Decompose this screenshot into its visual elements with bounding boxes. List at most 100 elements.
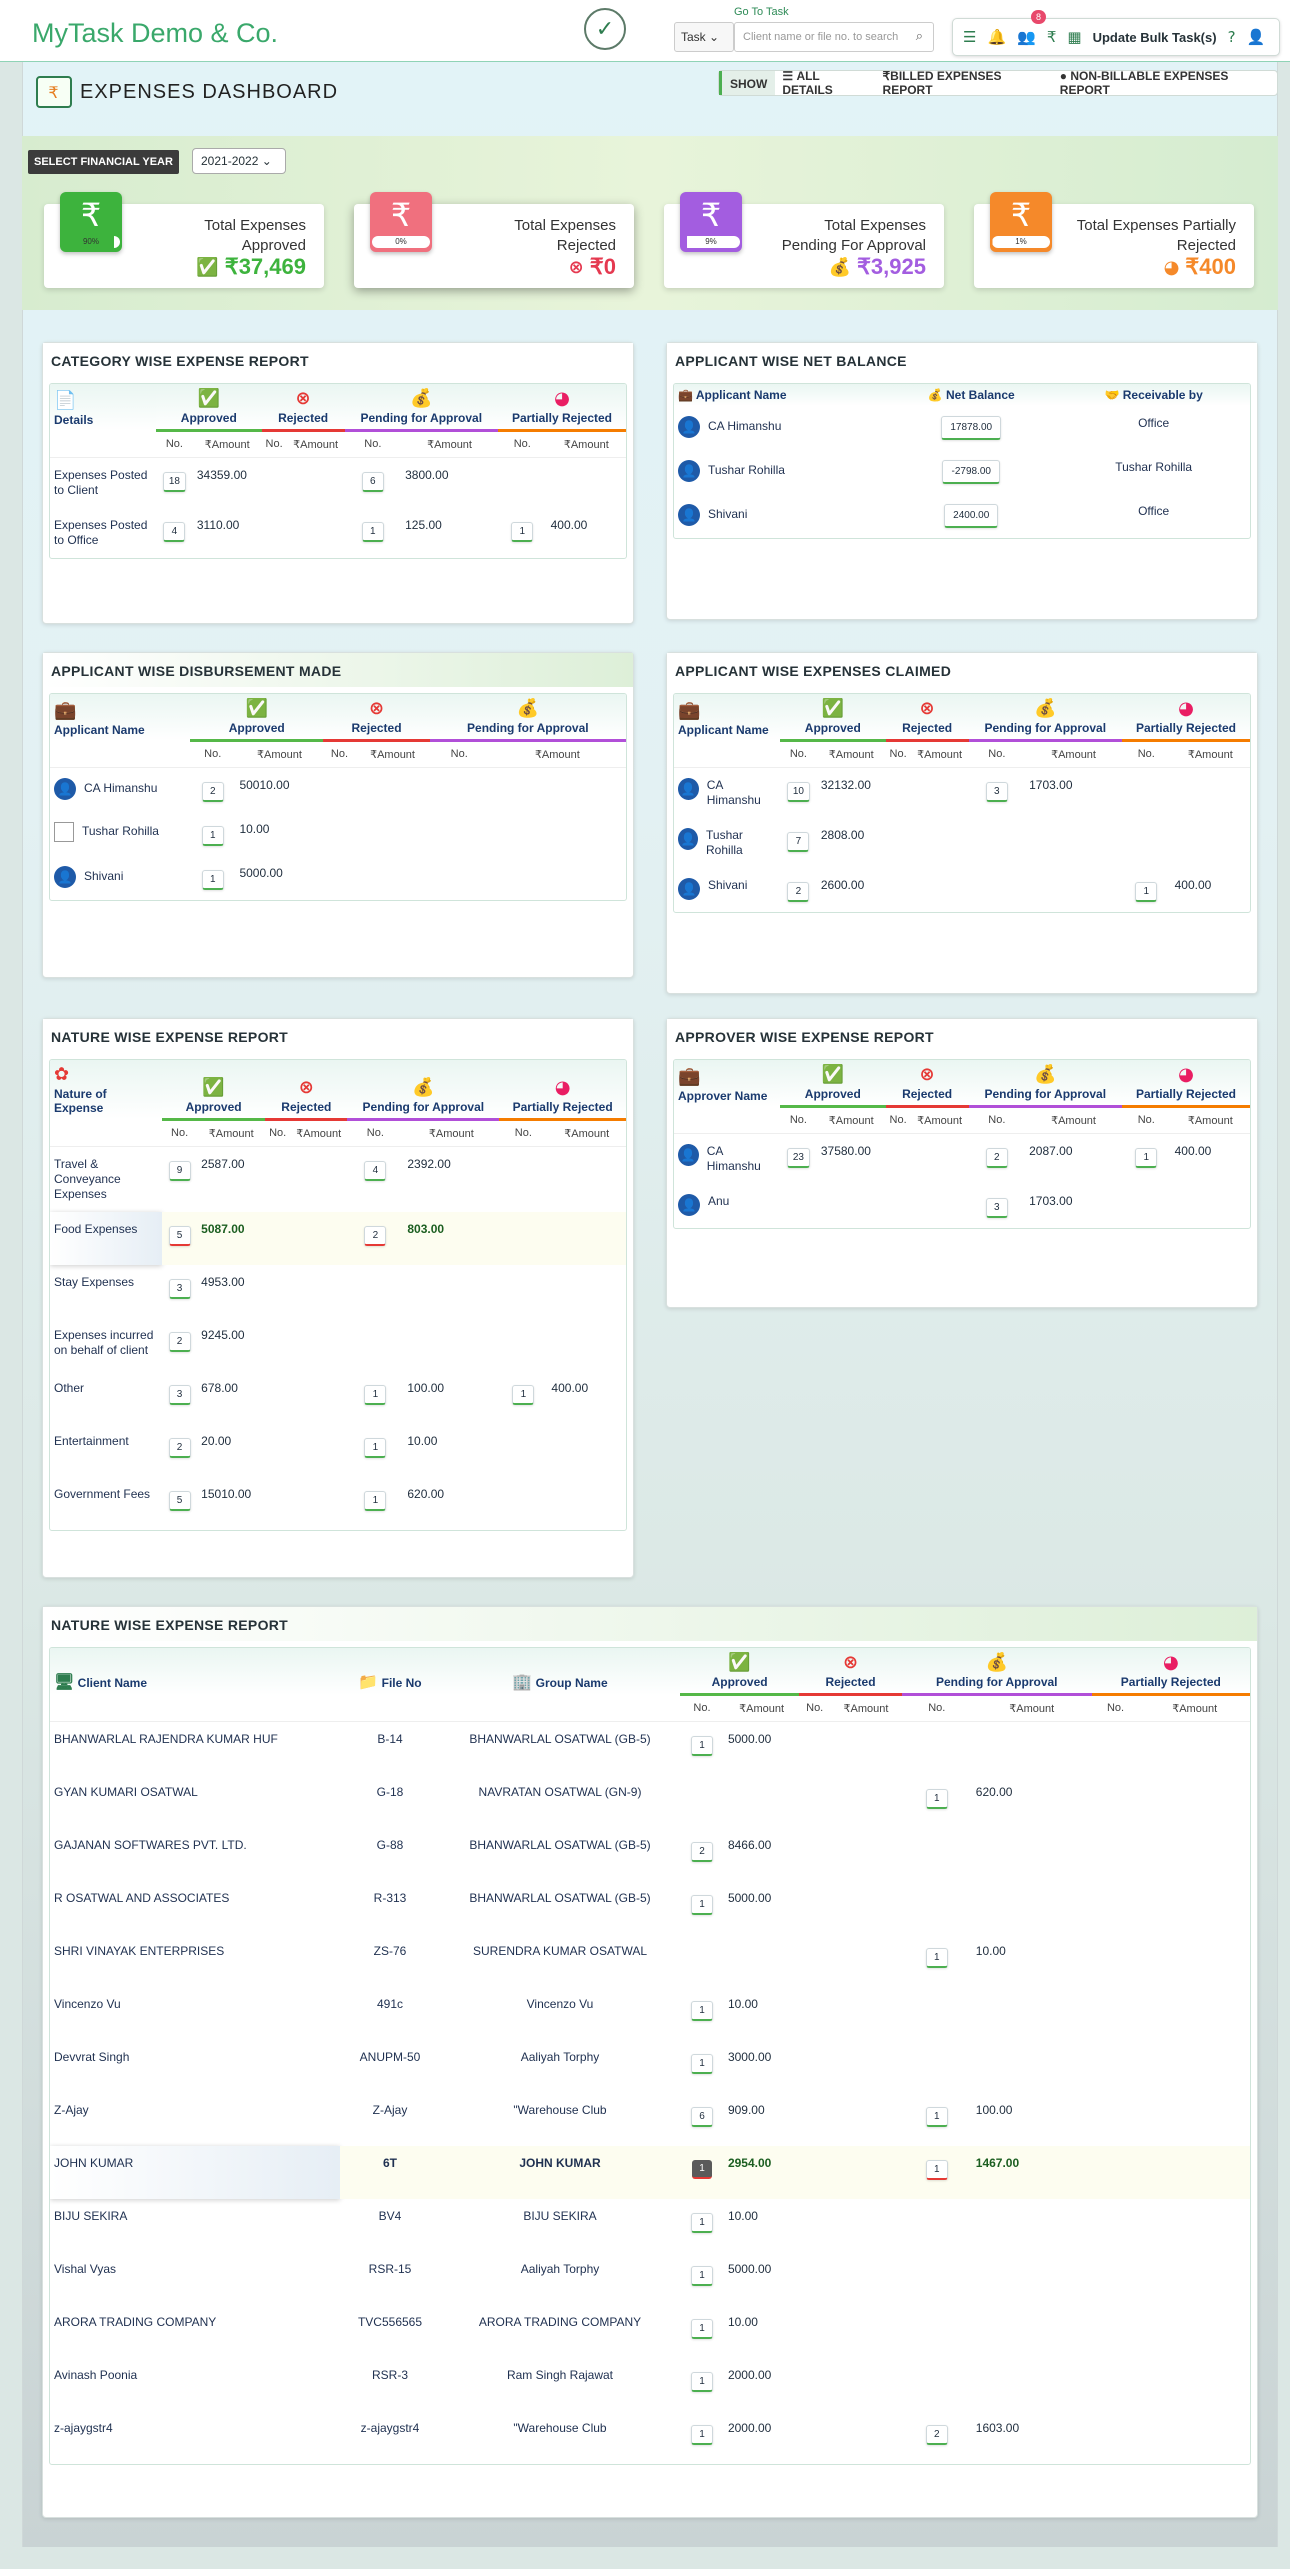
card-rejected[interactable]: ₹0% Total Expenses Rejected ⊗ ₹0 [354,192,634,288]
all-details-link[interactable]: ☰ ALL DETAILS [782,69,833,97]
count-badge[interactable]: 2 [787,882,810,902]
file-number[interactable]: z-ajaygstr4 [360,2420,420,2435]
count-badge[interactable]: 2 [168,1437,191,1458]
count-badge[interactable]: 1 [364,1437,387,1458]
bell-icon[interactable]: 🔔 [987,28,1007,46]
balance-badge[interactable]: -2798.00 [942,460,1000,484]
file-number[interactable]: B-14 [377,1732,403,1746]
count-badge[interactable]: 7 [787,832,810,852]
count-badge[interactable]: 1 [1135,1148,1158,1168]
count-badge[interactable]: 1 [1135,882,1158,902]
file-number[interactable]: R-313 [373,1890,407,1905]
count-badge[interactable]: 1 [690,2424,713,2445]
count-badge[interactable]: 3 [168,1278,191,1299]
count-badge[interactable]: 1 [512,1384,535,1405]
client-name[interactable]: z-ajaygstr4 [54,2420,113,2435]
card-approved[interactable]: ₹90% Total Expenses Approved ✅ ₹37,469 [44,192,324,288]
balance-badge[interactable]: 17878.00 [941,416,1002,440]
client-name[interactable]: Vincenzo Vu [54,1996,121,2011]
client-name[interactable]: Z-Ajay [54,2102,89,2117]
count-badge[interactable]: 1 [201,870,224,890]
count-badge[interactable]: 6 [690,2106,713,2127]
non-billable-expenses-link[interactable]: ● NON-BILLABLE EXPENSES REPORT [1059,69,1229,97]
count-badge[interactable]: 9 [168,1160,191,1181]
count-badge[interactable]: 2 [985,1148,1008,1168]
user-profile-icon[interactable]: 👤 [1246,28,1266,46]
help-icon[interactable]: ? [1227,28,1236,46]
count-badge[interactable]: 23 [786,1148,810,1168]
count-badge[interactable]: 3 [985,782,1008,802]
card-pending[interactable]: ₹9% Total Expenses Pending For Approval … [664,192,944,288]
count-badge[interactable]: 1 [925,2159,948,2180]
count-badge[interactable]: 2 [201,782,224,802]
count-badge[interactable]: 18 [162,472,186,492]
file-number[interactable]: BV4 [378,2208,402,2223]
card-partially-rejected[interactable]: ₹1% Total Expenses Partially Rejected ◕ ₹… [974,192,1254,288]
count-badge[interactable]: 1 [511,522,534,542]
update-bulk-tasks-button[interactable]: Update Bulk Task(s) [1092,29,1217,45]
count-badge[interactable]: 6 [361,472,384,492]
calendar-icon[interactable]: ▦ [1067,28,1082,46]
count-badge[interactable]: 1 [690,2265,713,2286]
count-badge[interactable]: 1 [201,826,224,846]
count-badge[interactable]: 1 [690,2318,713,2339]
partial-icon: ◕ [1178,698,1194,719]
approved-icon: ✅ [202,1076,225,1098]
count-badge[interactable]: 5 [168,1225,191,1246]
count-badge[interactable]: 2 [690,1841,713,1862]
count-badge[interactable]: 1 [690,2371,713,2392]
file-number[interactable]: Z-Ajay [372,2102,408,2117]
balance-badge[interactable]: 2400.00 [944,504,999,528]
file-number[interactable]: 6T [382,2155,397,2170]
task-type-select[interactable]: Task ⌄ [674,22,734,52]
count-badge[interactable]: 5 [168,1490,191,1511]
count-badge[interactable]: 1 [364,1490,387,1511]
count-badge[interactable]: 10 [786,782,810,802]
count-badge[interactable]: 1 [361,522,384,542]
count-badge[interactable]: 1 [925,1947,948,1968]
fy-select[interactable]: 2021-2022 ⌄ [192,148,286,174]
count-badge[interactable]: 1 [690,1736,713,1756]
count-badge[interactable]: 4 [364,1160,387,1181]
brand-logo[interactable]: MyTask Demo & Co. [32,18,279,48]
billed-expenses-link[interactable]: ₹BILLED EXPENSES REPORT [882,69,1002,97]
client-name[interactable]: GAJANAN SOFTWARES PVT. LTD. [54,1837,247,1852]
count-badge[interactable]: 1 [690,2212,713,2233]
client-name[interactable]: BHANWARLAL RAJENDRA KUMAR HUF [54,1732,278,1746]
count-badge[interactable]: 3 [985,1198,1008,1218]
file-number[interactable]: TVC556565 [357,2314,423,2329]
rupee-icon[interactable]: ₹ [1046,28,1057,46]
file-number[interactable]: ANUPM-50 [359,2049,421,2064]
count-badge[interactable]: 1 [364,1384,387,1405]
count-badge[interactable]: 1 [925,1788,948,1809]
count-badge[interactable]: 1 [925,2106,948,2127]
client-name[interactable]: GYAN KUMARI OSATWAL [54,1784,198,1799]
menu-icon[interactable]: ☰ [963,28,977,46]
file-number[interactable]: ZS-76 [373,1943,407,1958]
count-badge[interactable]: 2 [168,1331,191,1352]
count-badge[interactable]: 2 [364,1225,387,1246]
file-number[interactable]: G-88 [376,1837,404,1852]
file-number[interactable]: G-18 [376,1784,404,1799]
file-number[interactable]: RSR-15 [368,2261,412,2276]
count-badge[interactable]: 3 [168,1384,191,1405]
count-badge[interactable]: 1 [690,2053,713,2074]
count-badge[interactable]: 1 [690,1894,713,1915]
client-name[interactable]: BIJU SEKIRA [54,2208,128,2223]
client-name[interactable]: R OSATWAL AND ASSOCIATES [54,1890,230,1905]
count-badge[interactable]: 2 [925,2424,948,2445]
client-name[interactable]: SHRI VINAYAK ENTERPRISES [54,1943,225,1958]
search-input[interactable]: Client name or file no. to search ⌕ [734,22,934,52]
client-name[interactable]: Devvrat Singh [54,2049,130,2064]
client-name[interactable]: ARORA TRADING COMPANY [54,2314,217,2329]
client-name[interactable]: JOHN KUMAR [54,2155,134,2170]
count-badge[interactable]: 1 [691,2159,712,2179]
count-badge[interactable]: 4 [163,522,186,542]
users-icon[interactable]: 👥 [1017,28,1036,46]
client-name[interactable]: Vishal Vyas [54,2261,117,2276]
file-number[interactable]: RSR-3 [371,2367,408,2382]
search-icon[interactable]: ⌕ [915,29,923,44]
file-number[interactable]: 491c [376,1996,404,2011]
client-name[interactable]: Avinash Poonia [54,2367,138,2382]
count-badge[interactable]: 1 [690,2000,713,2021]
